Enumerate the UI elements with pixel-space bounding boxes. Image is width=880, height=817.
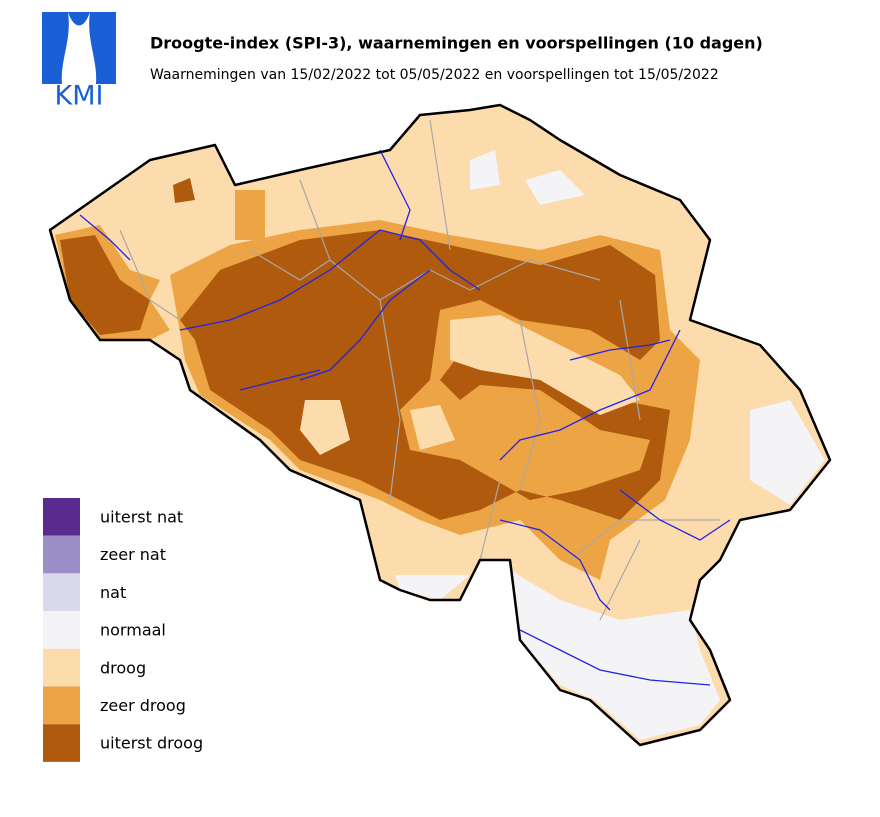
title: Droogte-index (SPI-3), waarnemingen en v… [150,34,763,53]
legend-swatch [43,686,80,725]
legend-swatch [43,535,80,574]
legend: uiterst nat zeer nat nat normaal droog zeer d… [43,498,203,762]
legend-swatch [43,498,80,536]
logo-text: KMI [55,81,104,112]
river [79,149,731,686]
region [300,315,640,455]
region [510,570,720,740]
legend-label: normaal [100,621,166,640]
map [48,103,832,747]
legend-label: uiterst droog [100,734,203,753]
legend-swatch [43,573,80,612]
subtitle: Waarnemingen van 15/02/2022 tot 05/05/20… [150,67,719,83]
region [60,230,670,520]
region [395,150,585,600]
legend-label: zeer droog [100,696,186,715]
logo: KMI [42,12,116,112]
legend-swatch [43,648,80,687]
legend-swatch [43,724,80,762]
region [173,178,195,203]
region [750,400,825,505]
legend-swatch [43,611,80,649]
country-border [48,103,832,747]
province-border [119,119,720,621]
legend-label: uiterst nat [100,508,183,527]
legend-label: droog [100,658,146,677]
legend-label: nat [100,583,126,602]
legend-label: zeer nat [100,545,166,564]
